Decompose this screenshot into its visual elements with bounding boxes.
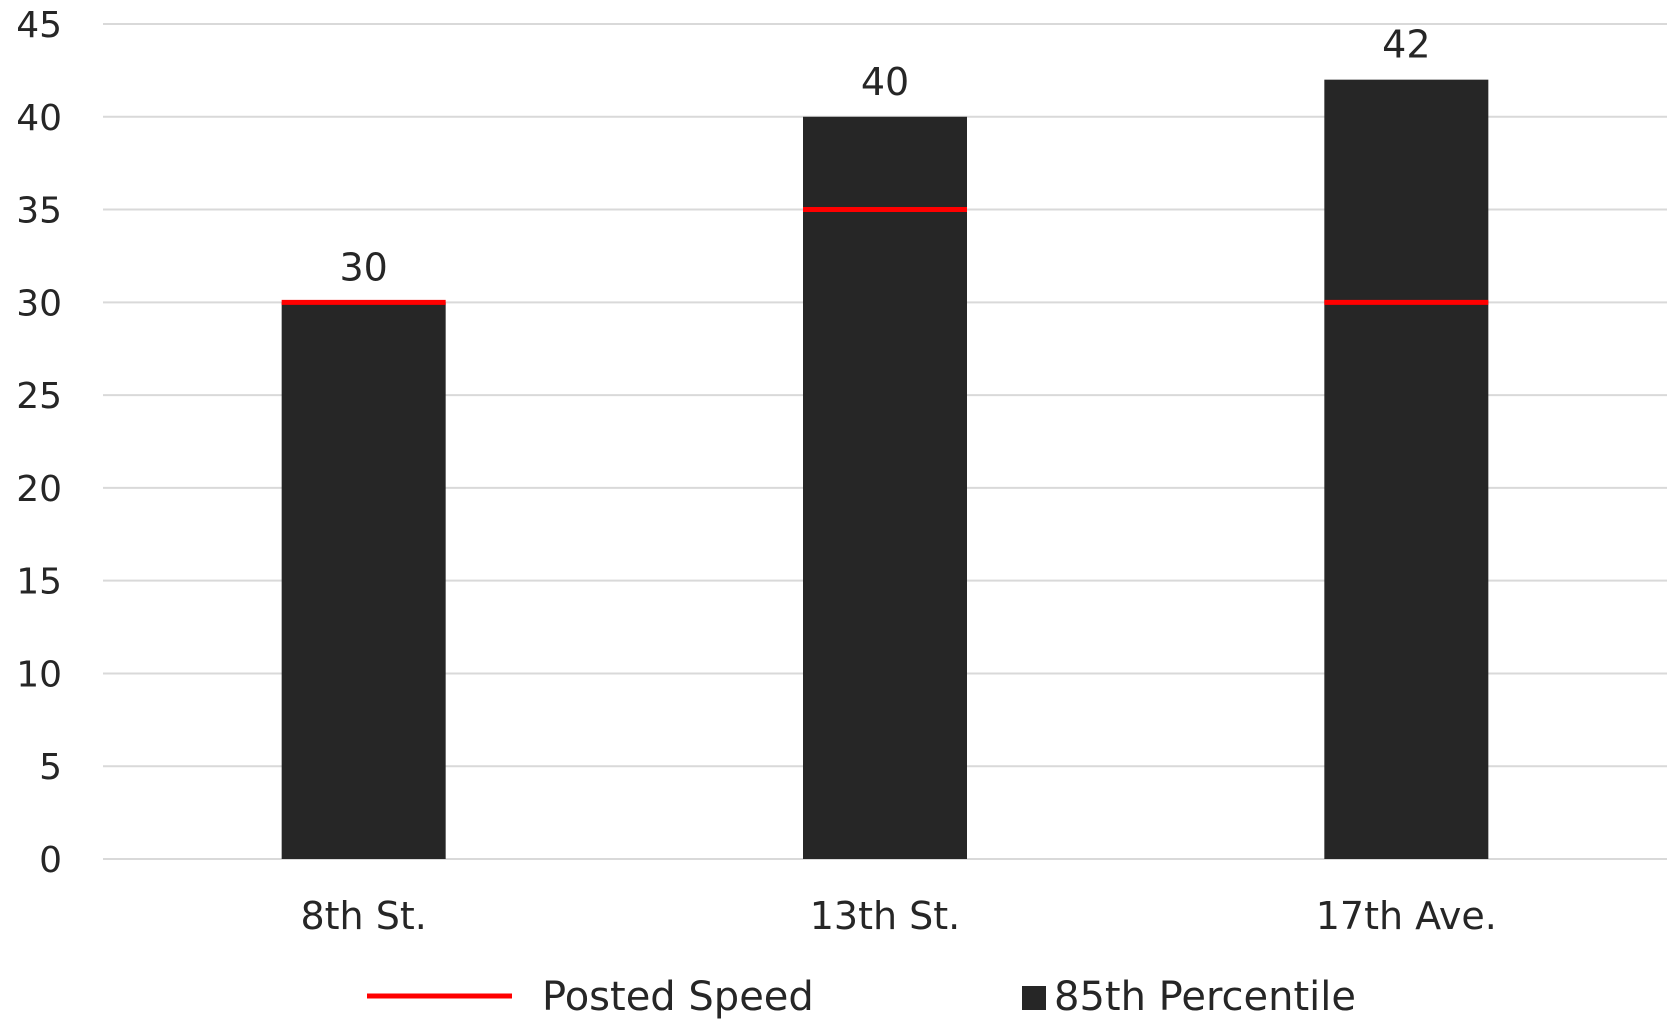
y-tick-label: 35 <box>16 191 62 232</box>
x-category-label: 17th Ave. <box>1316 894 1497 938</box>
y-tick-label: 40 <box>16 98 62 139</box>
y-tick-label: 30 <box>16 283 62 324</box>
data-labels: 30 40 42 <box>339 23 1430 290</box>
legend-label: 85th Percentile <box>1054 974 1356 1020</box>
x-category-label: 13th St. <box>810 894 961 938</box>
y-tick-label: 25 <box>16 376 62 417</box>
x-axis-categories: 8th St. 13th St. 17th Ave. <box>300 894 1496 938</box>
y-tick-label: 45 <box>16 5 62 46</box>
bar-85th-percentile <box>281 302 446 859</box>
bars <box>281 79 1489 860</box>
y-tick-label: 20 <box>16 469 62 510</box>
bar-85th-percentile <box>803 116 967 860</box>
data-label: 30 <box>339 245 387 289</box>
y-tick-label: 15 <box>16 562 62 603</box>
x-category-label: 8th St. <box>300 894 426 938</box>
legend-square-symbol <box>1022 986 1046 1010</box>
y-tick-label: 10 <box>16 654 62 695</box>
y-axis-ticks: 0 5 10 15 20 25 30 35 40 45 <box>16 5 62 881</box>
legend: Posted Speed 85th Percentile <box>367 974 1356 1020</box>
y-tick-label: 0 <box>39 840 62 881</box>
y-tick-label: 5 <box>39 747 62 788</box>
posted-speed-markers <box>281 207 1489 305</box>
data-label: 40 <box>861 60 909 104</box>
bar-85th-percentile <box>1324 79 1489 859</box>
data-label: 42 <box>1382 23 1430 67</box>
legend-label: Posted Speed <box>542 974 814 1020</box>
